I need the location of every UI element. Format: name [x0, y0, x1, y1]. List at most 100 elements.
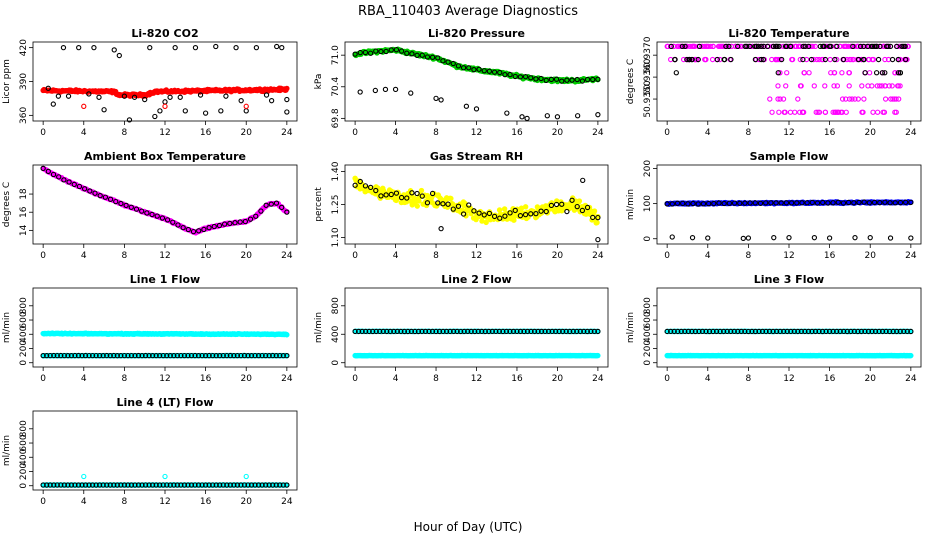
- data-point: [196, 228, 202, 234]
- plot-frame: [32, 164, 298, 245]
- data-point: [895, 83, 901, 89]
- data-point: [848, 43, 854, 50]
- x-tick-label: 0: [40, 497, 46, 507]
- data-point: [753, 43, 759, 50]
- data-point: [776, 109, 782, 115]
- series-hourly: [357, 86, 601, 122]
- y-tick-label: 50.9370: [643, 36, 653, 73]
- x-tick-label: 12: [783, 251, 794, 261]
- data-point: [91, 44, 97, 51]
- y-axis-label: ml/min: [2, 435, 12, 466]
- x-tick-label: 12: [471, 251, 482, 261]
- data-point: [822, 109, 829, 115]
- data-point: [822, 56, 828, 63]
- series-primary: [40, 165, 290, 236]
- data-point: [419, 52, 425, 58]
- y-tick-label: 69.8: [331, 108, 341, 128]
- data-point: [774, 43, 780, 50]
- data-point: [710, 43, 716, 50]
- x-tick-label: 24: [905, 251, 917, 261]
- data-point: [139, 208, 145, 214]
- series-primary: [40, 85, 290, 99]
- data-point: [123, 202, 129, 209]
- data-point: [873, 43, 880, 50]
- x-tick-label: 20: [241, 128, 253, 138]
- y-axis-label: ml/min: [626, 312, 636, 343]
- data-point: [780, 96, 787, 102]
- x-tick-label: 16: [511, 374, 523, 384]
- x-tick-label: 24: [592, 374, 604, 384]
- data-point: [45, 168, 51, 175]
- data-point: [502, 72, 508, 78]
- data-point: [162, 103, 168, 109]
- data-point: [392, 86, 399, 93]
- data-point: [726, 43, 732, 50]
- data-point: [201, 226, 207, 233]
- data-point: [87, 188, 93, 194]
- x-tick-label: 24: [281, 374, 293, 384]
- series-upper: [40, 330, 290, 338]
- x-tick-label: 24: [281, 251, 293, 261]
- data-point: [800, 43, 806, 50]
- data-point: [404, 50, 410, 56]
- data-point: [569, 77, 575, 83]
- x-tick-label: 4: [705, 128, 711, 138]
- data-point: [128, 204, 134, 210]
- data-point: [899, 43, 905, 50]
- data-point: [846, 70, 852, 76]
- data-point: [56, 174, 62, 180]
- data-point: [897, 83, 903, 89]
- data-point: [836, 43, 843, 50]
- x-tick-label: 8: [122, 251, 128, 261]
- x-tick-label: 24: [281, 128, 293, 138]
- data-point: [689, 56, 695, 63]
- data-point: [92, 190, 98, 196]
- panel-title: Li-820 CO2: [131, 27, 198, 40]
- data-point: [471, 66, 477, 73]
- x-tick-label: 4: [705, 251, 711, 261]
- x-tick-label: 16: [511, 251, 523, 261]
- data-point: [177, 94, 183, 100]
- data-point: [897, 70, 904, 76]
- data-point: [101, 107, 107, 113]
- data-point: [66, 179, 72, 185]
- series-lower: [352, 352, 601, 359]
- data-point: [574, 76, 580, 83]
- data-point: [423, 202, 430, 209]
- data-point: [476, 66, 482, 72]
- x-tick-label: 12: [159, 128, 170, 138]
- data-point: [438, 97, 444, 103]
- data-point: [152, 113, 158, 120]
- panel-title: Sample Flow: [750, 150, 829, 163]
- data-point: [879, 83, 885, 89]
- x-tick-label: 8: [122, 497, 128, 507]
- data-point: [481, 68, 487, 74]
- data-point: [81, 186, 88, 192]
- data-point: [81, 473, 87, 480]
- data-point: [559, 78, 565, 84]
- data-point: [862, 70, 868, 76]
- data-point: [784, 70, 790, 76]
- data-point: [237, 219, 243, 225]
- data-point: [414, 203, 420, 209]
- data-point: [182, 108, 188, 114]
- data-point: [777, 70, 783, 76]
- data-point: [801, 70, 807, 76]
- data-point: [71, 181, 77, 188]
- data-point: [783, 43, 790, 50]
- data-point: [362, 49, 369, 56]
- y-axis-label: degrees C: [2, 182, 12, 227]
- data-point: [268, 98, 275, 104]
- data-point: [511, 217, 517, 223]
- data-point: [740, 235, 746, 242]
- data-point: [438, 225, 444, 232]
- data-point: [887, 43, 894, 50]
- data-point: [866, 43, 873, 50]
- data-point: [734, 43, 741, 50]
- data-point: [504, 110, 510, 116]
- data-point: [448, 195, 454, 202]
- data-point: [543, 77, 549, 83]
- y-tick-label: 0: [643, 236, 653, 242]
